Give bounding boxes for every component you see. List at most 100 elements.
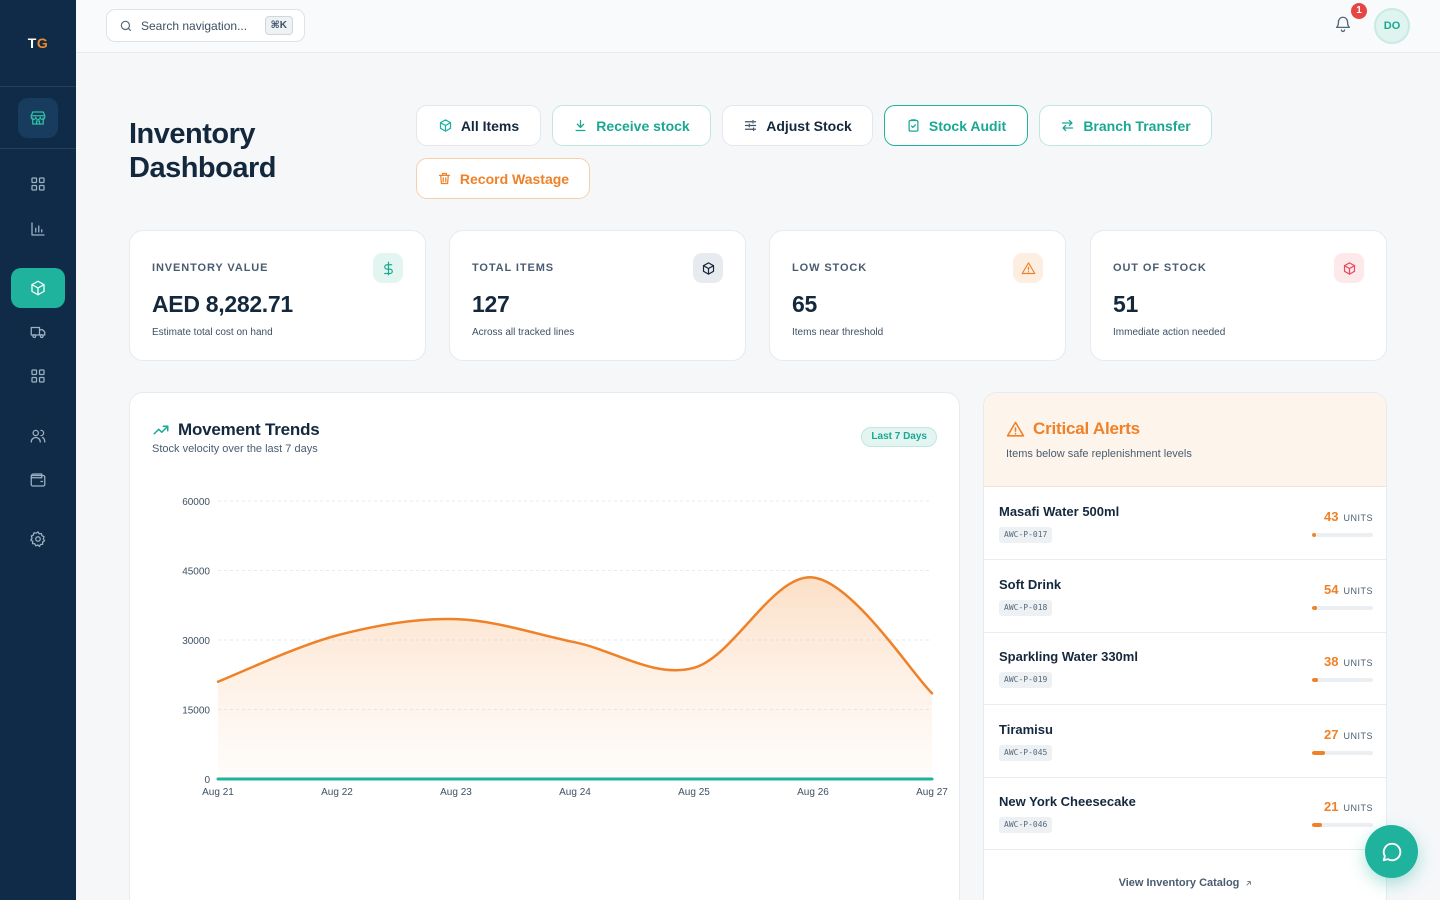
sidebar-item-dashboard[interactable] xyxy=(18,164,58,204)
notifications-button[interactable] xyxy=(1334,15,1356,37)
stat-subtext: Items near threshold xyxy=(792,327,884,338)
alert-item-sku: AWC-P-046 xyxy=(999,817,1053,833)
alert-item-sku: AWC-P-045 xyxy=(999,744,1053,761)
x-tick-label: Aug 21 xyxy=(202,787,234,798)
alert-item-sku: AWC-P-018 xyxy=(999,599,1053,616)
alert-row[interactable]: Sparkling Water 330ml AWC-P-019 38 UNITS xyxy=(984,632,1386,705)
all-items-label: All Items xyxy=(460,117,520,134)
dollar-icon xyxy=(383,261,393,275)
stat-label: TOTAL ITEMS xyxy=(472,262,555,274)
alert-item-sku: AWC-P-017 xyxy=(999,527,1053,543)
alert-qty-number: 38 xyxy=(1324,654,1339,669)
search-box[interactable]: ⌘K xyxy=(106,9,305,42)
grid-icon xyxy=(31,369,45,383)
y-tick-label: 60000 xyxy=(182,497,210,508)
grid-icon xyxy=(31,177,45,191)
sidebar-item-delivery[interactable] xyxy=(18,312,58,352)
alert-qty-unit: UNITS xyxy=(1343,585,1373,596)
stock-level-bar xyxy=(1312,605,1373,610)
alert-qty-unit: UNITS xyxy=(1343,513,1373,523)
receive-stock-button[interactable]: Receive stock xyxy=(552,105,711,146)
chart-title: Movement Trends xyxy=(178,420,320,439)
stat-card-low-stock: LOW STOCK 65 Items near threshold xyxy=(769,230,1066,361)
stat-card-out-of-stock: OUT OF STOCK 51 Immediate action needed xyxy=(1090,230,1387,361)
x-tick-label: Aug 27 xyxy=(916,787,948,798)
stock-level-fill xyxy=(1312,823,1322,827)
stat-icon xyxy=(1334,253,1364,283)
alert-qty-unit: UNITS xyxy=(1343,803,1373,813)
stat-icon xyxy=(693,253,723,283)
stat-subtext: Immediate action needed xyxy=(1113,327,1226,338)
logo[interactable]: TG xyxy=(0,35,76,51)
stat-icon xyxy=(373,253,403,283)
alert-qty-unit: UNITS xyxy=(1343,730,1373,741)
alert-row[interactable]: New York Cheesecake AWC-P-046 21 UNITS xyxy=(984,777,1386,850)
view-inventory-catalog-link[interactable]: View Inventory Catalog xyxy=(984,877,1386,889)
stock-level-fill xyxy=(1312,605,1318,610)
chat-button[interactable] xyxy=(1365,825,1418,878)
y-tick-label: 30000 xyxy=(182,636,210,647)
alert-item-name: New York Cheesecake xyxy=(999,794,1136,809)
stat-card-inventory-value: INVENTORY VALUE AED 8,282.71 Estimate to… xyxy=(129,230,426,361)
sidebar-item-settings[interactable] xyxy=(18,519,58,559)
stock-audit-label: Stock Audit xyxy=(928,117,1007,134)
sliders-icon xyxy=(745,119,757,132)
alert-qty-number: 27 xyxy=(1324,726,1339,742)
chart-area xyxy=(218,577,932,779)
alert-qty-number: 21 xyxy=(1324,799,1339,814)
x-tick-label: Aug 24 xyxy=(559,787,591,798)
stat-label: OUT OF STOCK xyxy=(1113,262,1207,274)
sidebar-item-inventory[interactable] xyxy=(11,268,65,308)
sidebar-item-reports[interactable] xyxy=(18,209,58,249)
sidebar-divider xyxy=(0,86,76,87)
alert-quantity: 43 UNITS xyxy=(1324,509,1373,524)
chat-bubble-icon xyxy=(1382,842,1401,861)
sidebar-item-users[interactable] xyxy=(18,416,58,456)
notification-badge: 1 xyxy=(1351,3,1367,19)
view-link-label: View Inventory Catalog xyxy=(1118,877,1240,889)
all-items-button[interactable]: All Items xyxy=(416,105,541,146)
stat-value: AED 8,282.71 xyxy=(152,291,293,317)
adjust-stock-label: Adjust Stock xyxy=(766,117,852,134)
adjust-stock-button[interactable]: Adjust Stock xyxy=(722,105,873,146)
record-wastage-button[interactable]: Record Wastage xyxy=(416,158,590,199)
search-input[interactable] xyxy=(141,18,253,33)
alerts-title-row: Critical Alerts xyxy=(1006,419,1140,439)
alert-qty-unit: UNITS xyxy=(1343,658,1373,668)
stock-level-bar xyxy=(1312,750,1373,755)
alert-quantity: 54 UNITS xyxy=(1324,582,1373,597)
wallet-icon xyxy=(30,473,46,487)
stock-audit-button[interactable]: Stock Audit xyxy=(884,105,1028,146)
sidebar-item-apps[interactable] xyxy=(18,356,58,396)
stat-card-total-items: TOTAL ITEMS 127 Across all tracked lines xyxy=(449,230,746,361)
x-tick-label: Aug 23 xyxy=(440,787,472,798)
stat-label: INVENTORY VALUE xyxy=(152,262,269,274)
range-badge[interactable]: Last 7 Days xyxy=(861,427,937,447)
x-tick-label: Aug 25 xyxy=(678,787,710,798)
x-tick-label: Aug 22 xyxy=(321,787,353,798)
gear-icon xyxy=(30,531,46,548)
stat-value: 65 xyxy=(792,291,817,317)
bar-chart-icon xyxy=(31,222,45,236)
movement-trends-card: Movement Trends Stock velocity over the … xyxy=(129,392,960,900)
alert-item-sku: AWC-P-019 xyxy=(999,672,1053,688)
alert-qty-number: 43 xyxy=(1324,509,1339,524)
sidebar-item-wallet[interactable] xyxy=(18,460,58,500)
alert-quantity: 38 UNITS xyxy=(1324,654,1373,669)
branch-transfer-label: Branch Transfer xyxy=(1083,117,1191,134)
alerts-header: Critical Alerts Items below safe repleni… xyxy=(984,393,1386,487)
alerts-subtitle: Items below safe replenishment levels xyxy=(1006,448,1192,460)
chart-line xyxy=(216,576,934,695)
alert-item-name: Masafi Water 500ml xyxy=(999,504,1120,519)
alert-row[interactable]: Tiramisu AWC-P-045 27 UNITS xyxy=(984,705,1386,778)
box-icon xyxy=(702,261,714,275)
sidebar-item-store[interactable] xyxy=(18,98,58,138)
alert-row[interactable]: Soft Drink AWC-P-018 54 UNITS xyxy=(984,560,1386,633)
box-icon xyxy=(1343,261,1355,275)
users-icon xyxy=(30,429,46,443)
alert-quantity: 21 UNITS xyxy=(1324,799,1373,814)
branch-transfer-button[interactable]: Branch Transfer xyxy=(1039,105,1212,146)
alert-row[interactable]: Masafi Water 500ml AWC-P-017 43 UNITS xyxy=(984,487,1386,560)
avatar[interactable]: DO xyxy=(1374,8,1410,44)
stat-subtext: Estimate total cost on hand xyxy=(152,327,273,338)
